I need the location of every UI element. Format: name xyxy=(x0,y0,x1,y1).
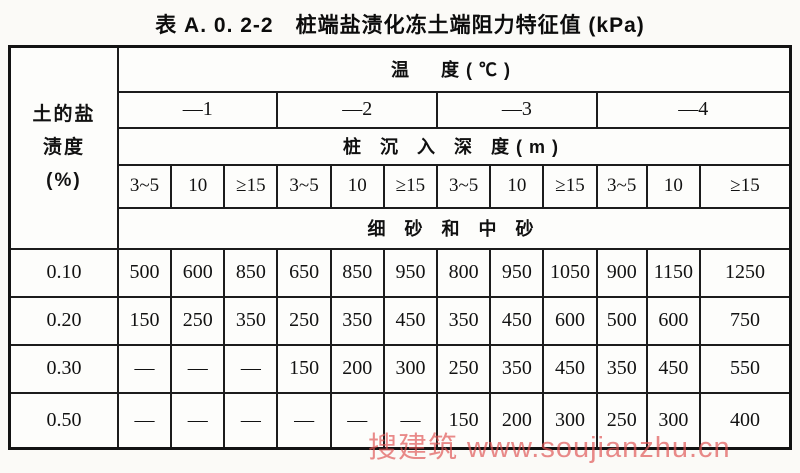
value-cell: — xyxy=(382,391,439,450)
value-cell: 600 xyxy=(542,295,598,346)
value-cell: — xyxy=(223,343,279,394)
value-cell: 250 xyxy=(436,343,492,394)
table-row: 0.30 — — — 150 200 300 250 350 450 350 4… xyxy=(8,343,792,394)
depth-value-cell: 3~5 xyxy=(276,163,332,209)
value-cell: 1050 xyxy=(542,247,598,298)
salinity-cell: 0.20 xyxy=(8,295,119,346)
value-cell: 200 xyxy=(329,343,385,394)
value-cell: 750 xyxy=(698,295,792,346)
value-cell: 300 xyxy=(542,391,598,450)
salinity-cell: 0.30 xyxy=(8,343,119,394)
depth-value-cell: 10 xyxy=(329,163,385,209)
value-cell: — xyxy=(170,391,226,450)
value-cell: 150 xyxy=(436,391,492,450)
value-cell: 450 xyxy=(645,343,701,394)
temperature-value-cell: —1 xyxy=(116,90,279,129)
value-cell: 500 xyxy=(595,295,648,346)
value-cell: 600 xyxy=(170,247,226,298)
value-cell: 400 xyxy=(698,391,792,450)
table-row: 0.20 150 250 350 250 350 450 350 450 600… xyxy=(8,295,792,346)
value-cell: 350 xyxy=(223,295,279,346)
table-row: 0.10 500 600 850 650 850 950 800 950 105… xyxy=(8,247,792,298)
salinity-cell: 0.10 xyxy=(8,247,119,298)
depth-group-header: 桩 沉 入 深 度(m) xyxy=(116,126,792,166)
depth-value-cell: 10 xyxy=(489,163,545,209)
soil-type-header: 细 砂 和 中 砂 xyxy=(116,206,792,250)
depth-value-cell: ≥15 xyxy=(223,163,279,209)
value-cell: 850 xyxy=(223,247,279,298)
value-cell: 350 xyxy=(329,295,385,346)
value-cell: 150 xyxy=(116,295,173,346)
value-cell: 600 xyxy=(645,295,701,346)
corner-header-line: (%) xyxy=(46,170,82,192)
value-cell: 300 xyxy=(645,391,701,450)
value-cell: 250 xyxy=(170,295,226,346)
table-row: 0.50 — — — — — — 150 200 300 250 300 400 xyxy=(8,391,792,450)
value-cell: 850 xyxy=(329,247,385,298)
value-cell: 1250 xyxy=(698,247,792,298)
value-cell: 550 xyxy=(698,343,792,394)
temperature-value-cell: —2 xyxy=(276,90,439,129)
salinity-cell: 0.50 xyxy=(8,391,119,450)
corner-header-line: 渍度 xyxy=(42,137,85,159)
value-cell: 150 xyxy=(276,343,332,394)
value-cell: 500 xyxy=(116,247,173,298)
value-cell: 350 xyxy=(595,343,648,394)
value-cell: 250 xyxy=(595,391,648,450)
value-cell: — xyxy=(116,343,173,394)
value-cell: 450 xyxy=(542,343,598,394)
value-cell: 250 xyxy=(276,295,332,346)
depth-value-cell: 10 xyxy=(645,163,701,209)
value-cell: 800 xyxy=(436,247,492,298)
depth-value-cell: ≥15 xyxy=(382,163,439,209)
depth-value-cell: ≥15 xyxy=(542,163,598,209)
value-cell: — xyxy=(276,391,332,450)
value-cell: 200 xyxy=(489,391,545,450)
temperature-value-cell: —4 xyxy=(595,90,792,129)
value-cell: — xyxy=(116,391,173,450)
value-cell: 300 xyxy=(382,343,439,394)
value-cell: — xyxy=(223,391,279,450)
value-cell: 450 xyxy=(382,295,439,346)
value-cell: — xyxy=(329,391,385,450)
pile-resistance-table: 土的盐 渍度 (%) 温 度(℃) —1 —2 —3 —4 桩 沉 入 深 度(… xyxy=(8,45,792,450)
value-cell: 350 xyxy=(489,343,545,394)
depth-value-cell: 3~5 xyxy=(116,163,173,209)
value-cell: — xyxy=(170,343,226,394)
table-title: 表 A. 0. 2-2 桩端盐渍化冻土端阻力特征值 (kPa) xyxy=(155,14,645,37)
corner-header-line: 土的盐 xyxy=(32,103,96,125)
value-cell: 1150 xyxy=(645,247,701,298)
temperature-value-cell: —3 xyxy=(436,90,598,129)
value-cell: 950 xyxy=(489,247,545,298)
value-cell: 350 xyxy=(436,295,492,346)
value-cell: 450 xyxy=(489,295,545,346)
depth-value-cell: ≥15 xyxy=(698,163,792,209)
corner-header-salinity: 土的盐 渍度 (%) xyxy=(8,45,119,250)
depth-value-cell: 10 xyxy=(170,163,226,209)
temperature-group-header: 温 度(℃) xyxy=(116,45,792,93)
depth-value-cell: 3~5 xyxy=(436,163,492,209)
value-cell: 950 xyxy=(382,247,439,298)
value-cell: 650 xyxy=(276,247,332,298)
value-cell: 900 xyxy=(595,247,648,298)
depth-value-cell: 3~5 xyxy=(595,163,648,209)
